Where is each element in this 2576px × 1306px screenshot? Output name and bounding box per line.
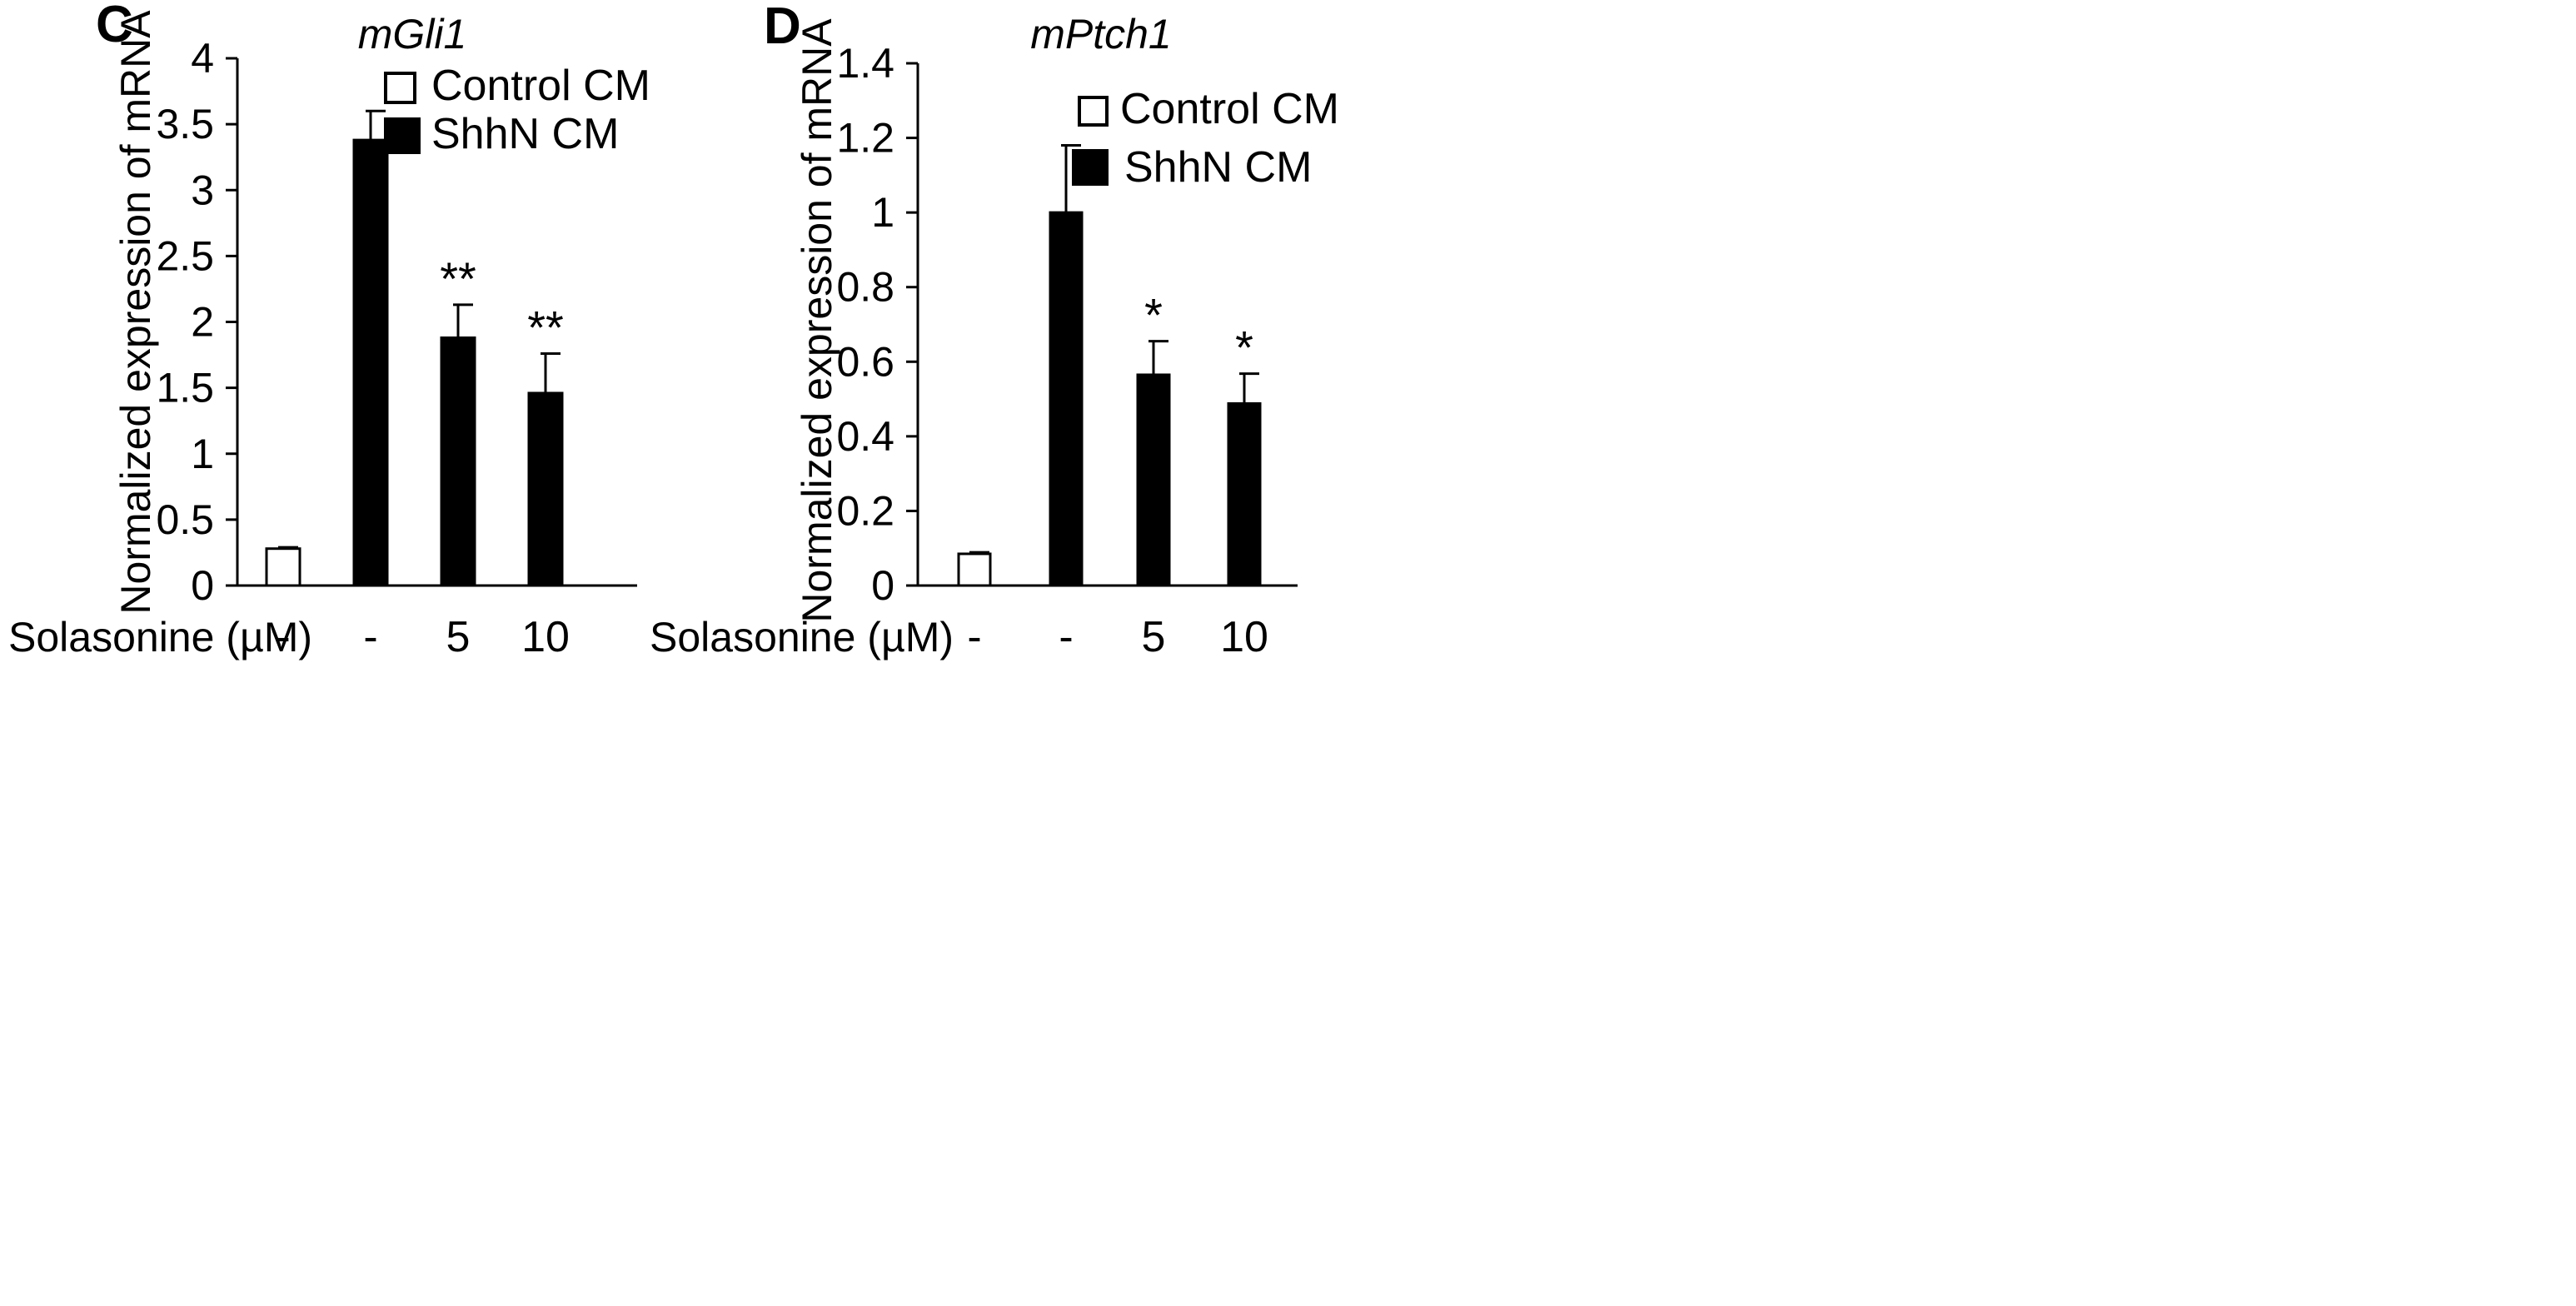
y-tick-label: 2: [191, 299, 214, 346]
y-tick-label: 0.4: [836, 413, 894, 460]
bar: [527, 391, 564, 587]
x-category-label: -: [1059, 613, 1073, 661]
x-category-label: 5: [1142, 613, 1166, 661]
x-category-label: 10: [1220, 613, 1268, 661]
bar: [1136, 373, 1171, 587]
x-category-label: -: [276, 613, 290, 661]
y-tick-label: 3: [191, 167, 214, 213]
bar: [1049, 211, 1084, 587]
x-category-label: -: [967, 613, 981, 661]
panel-letter: D: [764, 0, 801, 55]
y-tick-label: 3.5: [156, 101, 214, 147]
y-tick-label: 0: [191, 562, 214, 609]
y-tick-label: 1.2: [836, 115, 894, 162]
bar: [1227, 401, 1262, 587]
x-category-label: 5: [446, 613, 471, 661]
legend-swatch: [384, 72, 416, 104]
legend-label: ShhN CM: [431, 110, 619, 158]
legend-swatch: [1078, 96, 1109, 127]
legend-label: Control CM: [1120, 85, 1339, 133]
y-tick-label: 1.4: [836, 40, 894, 87]
bar: [352, 138, 389, 587]
significance-mark: **: [440, 252, 476, 305]
legend-swatch: [384, 117, 421, 154]
y-tick-label: 0.2: [836, 487, 894, 534]
y-tick-label: 0.6: [836, 338, 894, 385]
y-axis-title: Normalized expression of mRNA: [112, 10, 159, 615]
bar: [957, 552, 992, 587]
legend-swatch: [1072, 149, 1109, 186]
y-tick-label: 1.5: [156, 365, 214, 411]
x-category-label: -: [363, 613, 377, 661]
significance-mark: *: [1235, 322, 1253, 374]
legend-label: ShhN CM: [1124, 143, 1312, 192]
y-tick-label: 1: [871, 189, 894, 236]
significance-mark: **: [527, 301, 564, 353]
y-tick-label: 2.5: [156, 232, 214, 279]
x-category-label: 10: [521, 613, 570, 661]
significance-mark: *: [1144, 289, 1163, 341]
panel-letter: C: [96, 0, 133, 53]
bar: [265, 547, 301, 587]
x-axis-title: Solasonine (µM): [8, 614, 312, 660]
chart-title: mGli1: [358, 11, 467, 57]
y-tick-label: 0.5: [156, 496, 214, 543]
y-tick-label: 1: [191, 431, 214, 477]
y-tick-label: 0.8: [836, 264, 894, 311]
x-axis-title: Solasonine (µM): [650, 614, 954, 660]
chart-title: mPtch1: [1030, 11, 1172, 57]
bar: [440, 336, 476, 587]
legend-label: Control CM: [431, 62, 650, 110]
y-tick-label: 4: [191, 35, 214, 82]
y-axis-title: Normalized expression of mRNA: [794, 18, 840, 623]
y-tick-label: 0: [871, 562, 894, 609]
